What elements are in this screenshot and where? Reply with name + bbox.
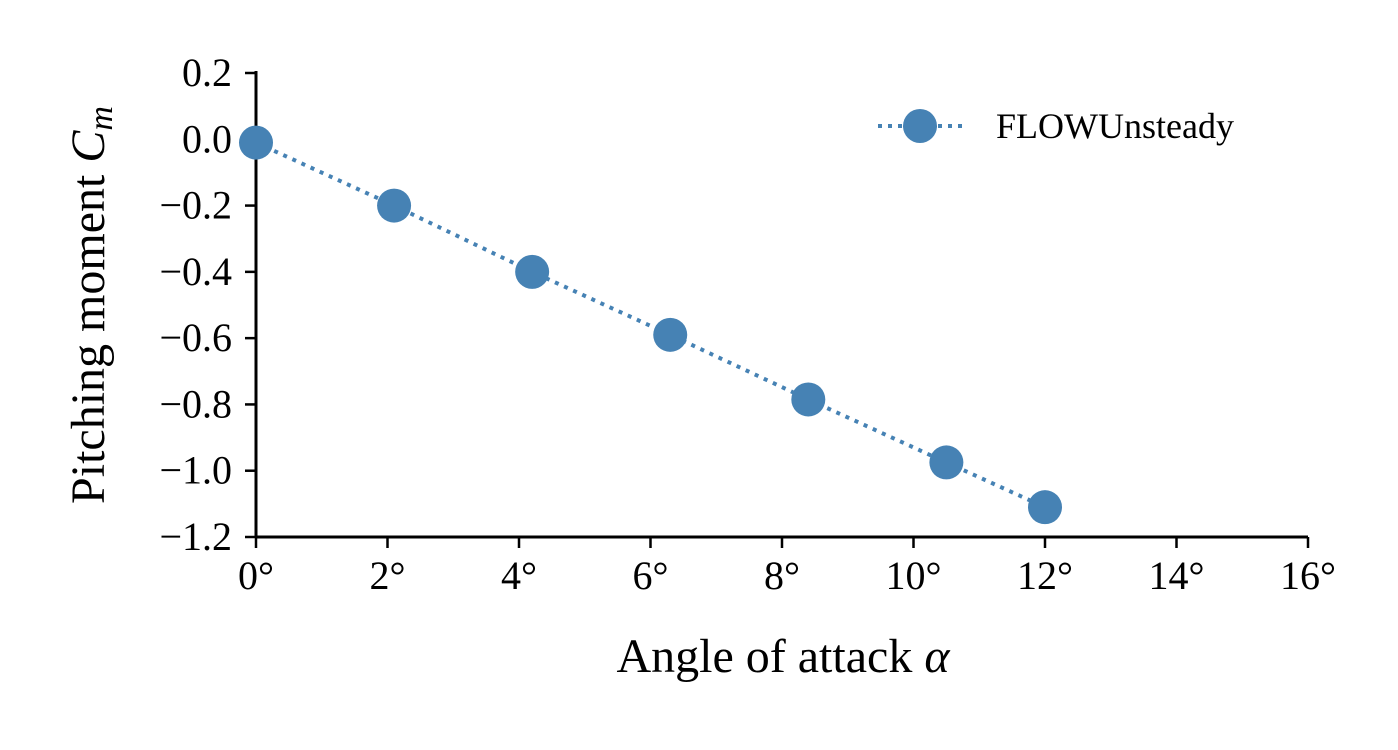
y-tick-label: −1.2 xyxy=(159,514,232,559)
series-line xyxy=(255,140,1046,509)
x-axis-title-text: Angle of attack xyxy=(616,630,924,683)
legend-marker xyxy=(903,109,937,143)
x-tick-label: 12° xyxy=(1017,553,1073,598)
data-point xyxy=(929,445,964,480)
x-axis-title-symbol: α xyxy=(924,630,950,683)
y-tick-label: −0.2 xyxy=(159,183,232,228)
x-tick-label: 6° xyxy=(633,553,669,598)
series-layer xyxy=(239,125,1062,525)
y-axis-ticks: 0.2 0.0 −0.2 −0.4 −0.6 −0.8 −1.0 −1.2 xyxy=(159,50,256,559)
x-axis-ticks: 0° 2° 4° 6° 8° 10° 12° 14° 16° xyxy=(238,537,1336,598)
y-axis-title: Pitching moment Cm xyxy=(62,106,120,504)
y-tick-label: −0.6 xyxy=(159,315,232,360)
y-tick-label: −1.0 xyxy=(159,448,232,493)
data-point xyxy=(1028,490,1062,525)
y-axis-title-text: Pitching moment xyxy=(62,163,115,504)
y-axis-title-subscript: m xyxy=(83,106,120,131)
data-point xyxy=(377,188,412,223)
y-tick-label: 0.0 xyxy=(182,116,232,161)
y-tick-label: 0.2 xyxy=(182,50,232,95)
x-tick-label: 4° xyxy=(501,553,537,598)
y-axis-title-symbol: C xyxy=(62,130,115,163)
x-tick-label: 10° xyxy=(886,553,942,598)
data-point xyxy=(239,125,273,160)
y-tick-label: −0.8 xyxy=(159,381,232,426)
data-point xyxy=(653,317,688,352)
x-tick-label: 14° xyxy=(1149,553,1205,598)
x-tick-label: 2° xyxy=(370,553,406,598)
x-tick-label: 8° xyxy=(764,553,800,598)
x-tick-label: 0° xyxy=(238,553,274,598)
data-point xyxy=(791,382,826,417)
y-tick-label: −0.4 xyxy=(159,249,232,294)
legend-label: FLOWUnsteady xyxy=(996,106,1234,146)
data-point xyxy=(515,254,550,289)
x-axis-title: Angle of attack α xyxy=(616,630,950,683)
legend: FLOWUnsteady xyxy=(878,106,1234,146)
x-tick-label: 16° xyxy=(1280,553,1336,598)
